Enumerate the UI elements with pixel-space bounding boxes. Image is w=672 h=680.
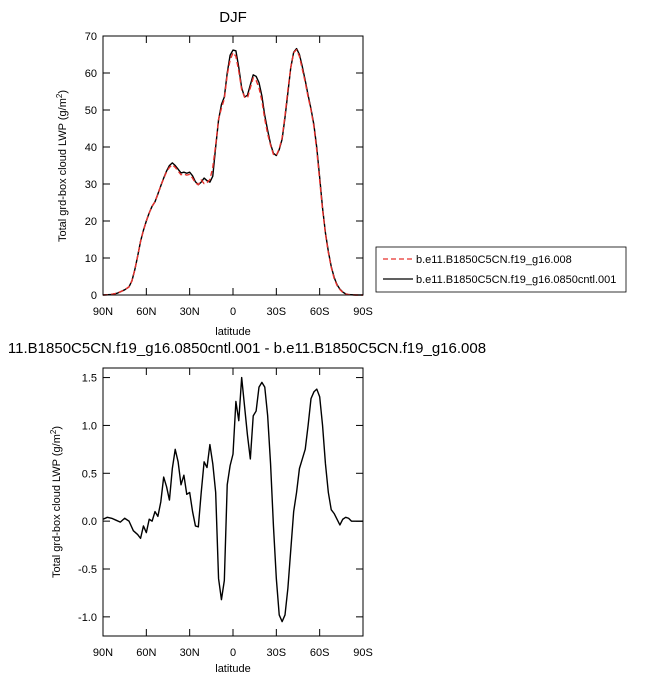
bottom-x-axis-label: latitude xyxy=(215,663,250,675)
bottom-y-tick-label-4: 1.0 xyxy=(82,420,97,432)
top-y-tick-label-1: 10 xyxy=(85,253,97,265)
bottom-y-tick-label-1: -0.5 xyxy=(78,564,97,576)
top-x-tick-label-2: 30N xyxy=(180,306,200,318)
bottom-panel: 11.B1850C5CN.f19_g16.0850cntl.001 - b.e1… xyxy=(8,340,486,675)
bottom-y-tick-label-3: 0.5 xyxy=(82,468,97,480)
bottom-x-tick-label-3: 0 xyxy=(230,647,236,659)
bottom-y-axis-label-sup: 2 xyxy=(49,429,58,434)
top-y-tick-label-3: 30 xyxy=(85,179,97,191)
bottom-y-tick-label-2: 0.0 xyxy=(82,516,97,528)
bottom-x-tick-label-6: 90S xyxy=(353,647,373,659)
bottom-x-tick-label-0: 90N xyxy=(93,647,113,659)
top-x-tick-label-6: 90S xyxy=(353,306,373,318)
bottom-y-axis-label: Total grd-box cloud LWP (g/m2) xyxy=(49,426,63,578)
top-x-tick-label-0: 90N xyxy=(93,306,113,318)
top-x-tick-label-1: 60N xyxy=(136,306,156,318)
top-y-tick-label-2: 20 xyxy=(85,216,97,228)
bottom-series-line-1 xyxy=(102,376,363,623)
top-series-group xyxy=(102,47,363,296)
legend-box xyxy=(375,246,627,293)
top-plot-frame xyxy=(102,35,364,296)
top-series-line-1 xyxy=(102,47,363,296)
bottom-x-tick-label-5: 60S xyxy=(310,647,330,659)
bottom-x-tick-labels: 90N 60N 30N 0 30S 60S 90S xyxy=(93,647,373,659)
legend-label-series-2: b.e11.B1850C5CN.f19_g16.0850cntl.001 xyxy=(416,274,616,286)
top-y-axis-label: Total grd-box cloud LWP (g/m2) xyxy=(55,90,69,242)
top-y-tick-label-5: 50 xyxy=(85,105,97,117)
legend-label-series-1: b.e11.B1850C5CN.f19_g16.008 xyxy=(416,254,572,266)
bottom-plot-frame xyxy=(102,367,364,637)
top-x-tick-label-3: 0 xyxy=(230,306,236,318)
top-series-line-2 xyxy=(102,48,363,296)
top-chart-title: DJF xyxy=(219,9,247,26)
bottom-y-tick-labels: -1.0 -0.5 0.0 0.5 1.0 1.5 xyxy=(78,373,97,624)
bottom-x-tick-label-4: 30S xyxy=(267,647,287,659)
bottom-chart-title: 11.B1850C5CN.f19_g16.0850cntl.001 - b.e1… xyxy=(8,340,486,357)
bottom-y-axis-label-main: Total grd-box cloud LWP (g/m xyxy=(51,434,63,578)
bottom-series-group xyxy=(102,376,363,623)
bottom-tick-marks xyxy=(102,368,364,636)
top-y-tick-label-6: 60 xyxy=(85,68,97,80)
legend: b.e11.B1850C5CN.f19_g16.008 b.e11.B1850C… xyxy=(375,246,627,293)
bottom-y-tick-label-0: -1.0 xyxy=(78,612,97,624)
top-tick-marks xyxy=(102,35,364,296)
top-x-axis-label: latitude xyxy=(215,326,250,338)
top-x-tick-labels: 90N 60N 30N 0 30S 60S 90S xyxy=(93,306,373,318)
top-y-axis-label-main: Total grd-box cloud LWP (g/m xyxy=(57,98,69,242)
top-y-tick-label-7: 70 xyxy=(85,31,97,43)
top-y-axis-label-end: ) xyxy=(57,90,69,94)
top-y-tick-label-4: 40 xyxy=(85,142,97,154)
top-y-tick-labels: 0 10 20 30 40 50 60 70 xyxy=(85,31,97,302)
top-y-axis-label-sup: 2 xyxy=(55,93,64,98)
bottom-x-tick-label-2: 30N xyxy=(180,647,200,659)
top-x-tick-label-4: 30S xyxy=(267,306,287,318)
bottom-y-tick-label-5: 1.5 xyxy=(82,373,97,385)
bottom-y-axis-label-end: ) xyxy=(51,426,63,430)
top-y-tick-label-0: 0 xyxy=(91,290,97,302)
bottom-x-tick-label-1: 60N xyxy=(136,647,156,659)
top-x-tick-label-5: 60S xyxy=(310,306,330,318)
